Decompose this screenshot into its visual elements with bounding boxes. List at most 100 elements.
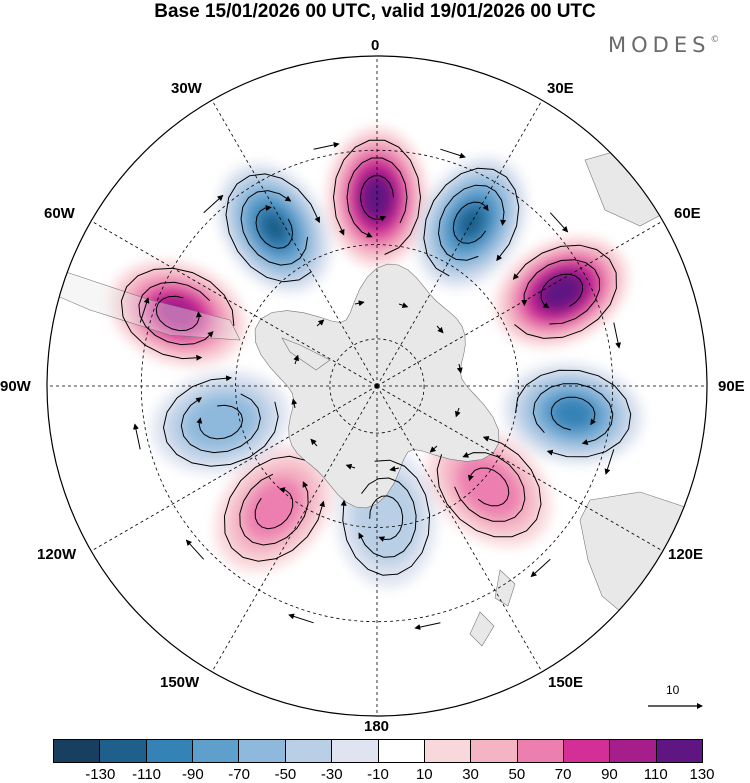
streamline <box>369 495 404 542</box>
colorbar-tick-labels: -130 -110 -90 -70 -50 -30 -10 10 30 50 70 90 110 130 <box>54 766 714 783</box>
meridian-line <box>91 385 378 552</box>
flow-arrow <box>440 148 466 159</box>
anomaly-center <box>151 370 290 474</box>
streamline <box>162 375 279 467</box>
streamline <box>254 487 294 530</box>
anomaly-center <box>495 237 629 347</box>
streamline <box>180 393 261 454</box>
streamline <box>423 167 520 277</box>
anomaly-contour <box>261 212 288 243</box>
flow-arrow <box>414 622 441 631</box>
colorbar-tick-label: -110 <box>132 766 162 783</box>
anomaly-center <box>503 363 643 465</box>
colorbar-swatch <box>610 740 657 762</box>
streamline <box>346 157 408 238</box>
anomaly-contour <box>160 300 195 327</box>
colorbar-swatch <box>378 740 425 762</box>
lon-label-60w: 60W <box>44 205 75 222</box>
meridian-line <box>376 385 663 552</box>
streamline <box>196 404 244 440</box>
lon-label-60e: 60E <box>674 205 701 222</box>
flow-arrow <box>291 398 298 409</box>
colorbar-swatch <box>424 740 472 762</box>
colorbar-swatch <box>471 740 518 762</box>
streamline <box>512 244 617 339</box>
streamline <box>240 190 309 266</box>
colorbar-swatch <box>239 740 286 762</box>
flow-arrow <box>132 423 141 450</box>
anomaly-contour <box>196 404 246 441</box>
lon-label-150w: 150W <box>160 674 200 691</box>
flow-arrow <box>354 300 365 307</box>
colorbar-tick-label: -130 <box>85 766 116 783</box>
colorbar-frame <box>53 739 703 763</box>
meridian-line <box>211 385 378 672</box>
latitude-circle <box>329 338 425 434</box>
colorbar-tick-label: -70 <box>228 766 250 783</box>
colorbar-swatch <box>563 740 611 762</box>
streamline <box>255 205 294 249</box>
flow-arrow <box>389 465 400 472</box>
streamline <box>223 455 325 562</box>
streamline <box>340 459 431 576</box>
new-zealand <box>469 569 516 647</box>
wind-streamlines <box>120 139 632 631</box>
meridian-line <box>91 220 378 387</box>
flow-arrow <box>456 363 463 374</box>
lon-label-120e: 120E <box>668 546 704 563</box>
meridian-line <box>376 385 543 672</box>
colorbar-tick-label: 50 <box>508 766 526 783</box>
brand-name: MODES <box>608 33 711 57</box>
lon-label-150e: 150E <box>548 674 584 691</box>
colorbar-tick-label: 110 <box>643 766 668 783</box>
flow-arrow <box>436 325 444 334</box>
anomaly-contour <box>467 465 511 508</box>
flow-arrow <box>203 194 224 214</box>
streamline <box>521 259 601 325</box>
lon-label-180: 180 <box>364 718 390 735</box>
colorbar-tick-label: 70 <box>554 766 572 783</box>
colorbar-swatch <box>100 740 147 762</box>
streamline <box>515 369 632 458</box>
streamline <box>358 477 417 558</box>
colorbar-swatch <box>193 740 240 762</box>
brand-mark: © <box>710 35 720 45</box>
streamline <box>225 173 320 283</box>
colorbar-swatch <box>332 740 379 762</box>
flow-arrow <box>530 558 551 578</box>
streamline <box>436 435 542 538</box>
anomaly-contour <box>554 400 592 427</box>
colorbar-swatch <box>54 740 101 762</box>
lon-label-120w: 120W <box>37 546 77 563</box>
graticule <box>47 56 707 716</box>
meridian-line <box>376 220 663 387</box>
colorbar <box>54 740 703 762</box>
streamline <box>550 396 597 431</box>
south-pole-marker <box>374 383 380 389</box>
lon-label-0: 0 <box>371 37 380 54</box>
lon-label-90e: 90E <box>718 378 745 395</box>
flow-arrow <box>549 212 569 233</box>
colorbar-swatch <box>517 740 564 762</box>
streamline <box>239 473 309 546</box>
flow-arrow <box>185 539 205 560</box>
flow-arrow <box>313 141 340 150</box>
meridian-line <box>376 100 543 387</box>
map-title: Base 15/01/2026 00 UTC, valid 19/01/2026… <box>154 1 596 22</box>
colorbar-swatch <box>146 740 194 762</box>
meridian-line <box>211 100 378 387</box>
anomaly-center <box>109 260 246 367</box>
streamline <box>540 273 584 309</box>
lon-label-30e: 30E <box>547 80 574 97</box>
streamline <box>452 201 489 244</box>
streamline <box>138 281 214 346</box>
colorbar-tick-label: -10 <box>367 766 389 783</box>
lon-label-90w: 90W <box>0 378 31 395</box>
south-america <box>54 269 241 341</box>
colorbar-tick-label: 130 <box>689 766 715 783</box>
map-outline <box>46 55 708 717</box>
colorbar-swatch <box>285 740 333 762</box>
flow-arrow <box>604 449 615 475</box>
anomaly-center <box>217 163 331 293</box>
